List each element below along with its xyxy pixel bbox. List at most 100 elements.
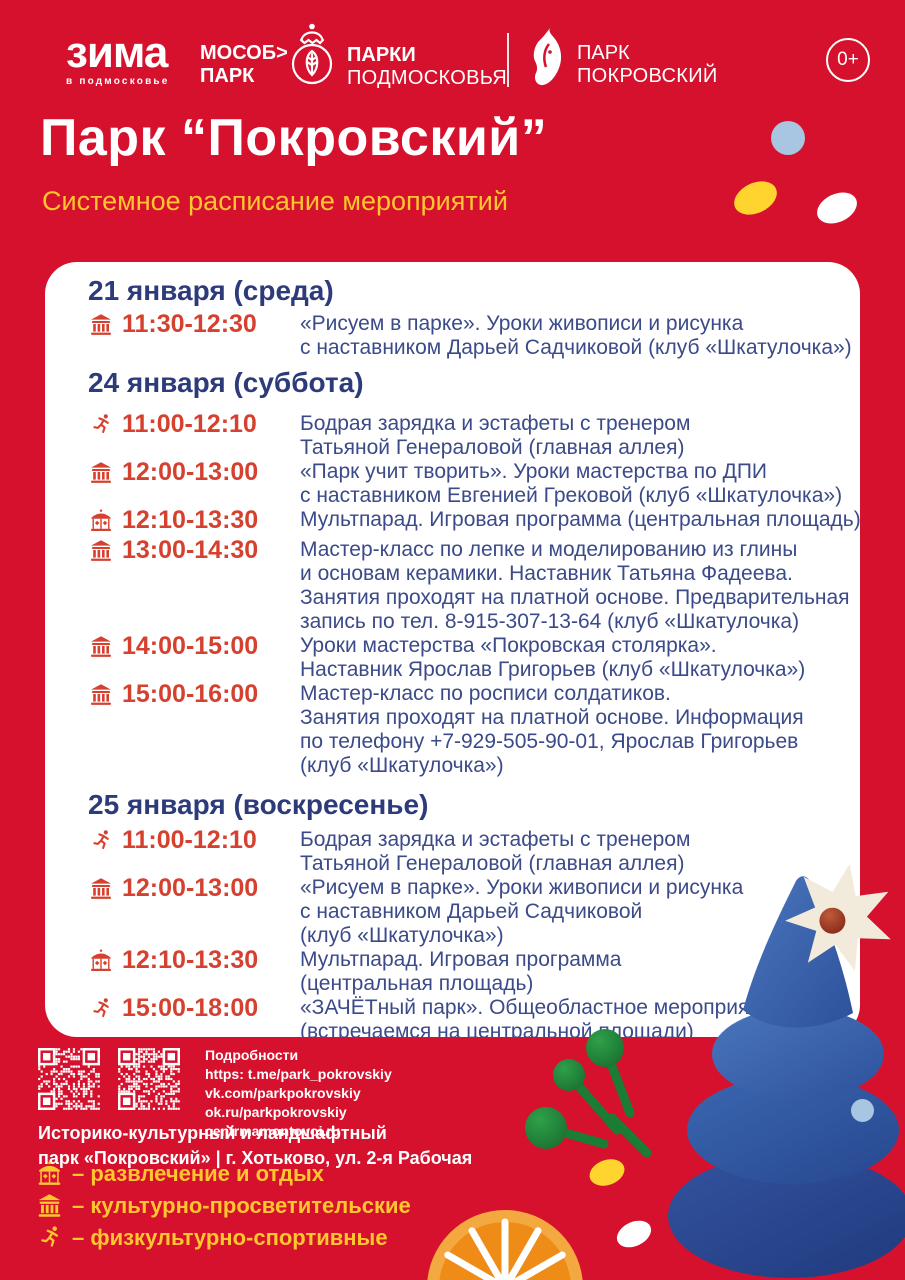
event-row: 12:10-13:30 Мультпарад. Игровая программа…	[88, 506, 860, 538]
runner-icon	[88, 829, 114, 853]
event-description: Бодрая зарядка и эстафеты с тренером Тать…	[300, 412, 690, 460]
event-row: 12:00-13:00 «Парк учит творить». Уроки ма…	[88, 460, 842, 508]
event-description-line: Мастер-класс по росписи солдатиков.	[300, 682, 671, 705]
mosobpark-logo-line1: МОСОБ>	[200, 42, 288, 64]
event-icon-cell	[88, 508, 122, 538]
museum-icon	[88, 877, 114, 901]
event-time: 12:10-13:30	[122, 506, 259, 534]
detail-link: ok.ru/parkpokrovskiy	[205, 1104, 347, 1120]
carousel-icon	[88, 509, 114, 533]
links-list: https: t.me/park_pokrovskiy vk.com/parkpo…	[205, 1065, 392, 1141]
park-logo-line1: ПАРК	[577, 42, 630, 64]
event-description: Мастер-класс по лепке и моделированию из…	[300, 538, 850, 634]
event-icon-cell	[88, 996, 122, 1026]
event-time: 15:00-18:00	[122, 994, 259, 1022]
parki-logo-line2: ПОДМОСКОВЬЯ	[347, 67, 507, 89]
event-description-line: Занятия проходят на платной основе. Пред…	[300, 586, 850, 609]
event-row: 14:00-15:00 Уроки мастерства «Покровская …	[88, 634, 842, 682]
confetti-dot-white-small	[612, 1215, 656, 1253]
leaf-hat-icon	[286, 22, 338, 90]
legend-label: – культурно-просветительские	[72, 1193, 411, 1218]
event-description: «Рисуем в парке». Уроки живописи и рисун…	[300, 876, 743, 948]
event-icon-cell	[88, 948, 122, 978]
event-time: 15:00-16:00	[122, 680, 259, 708]
park-pokrovskiy-logo: ПАРК ПОКРОВСКИЙ	[528, 26, 718, 88]
event-icon-cell	[88, 634, 122, 664]
event-time: 11:30-12:30	[122, 310, 257, 338]
zima-logo-word: зима	[66, 28, 168, 77]
schedule-section: 24 января (суббота) 11:00-12:10 Бодрая зар…	[88, 367, 860, 778]
tree-star	[785, 863, 891, 971]
event-icon-cell	[88, 876, 122, 906]
event-time: 12:00-13:00	[122, 458, 259, 486]
event-icon-cell	[88, 538, 122, 568]
section-date: 25 января (воскресенье)	[88, 789, 429, 820]
event-time: 11:00-12:10	[122, 826, 257, 854]
event-icon-cell	[88, 312, 122, 342]
event-description-line: и основам керамики. Наставник Татьяна Фа…	[300, 562, 793, 585]
event-description-line: с наставником Дарьей Садчиковой	[300, 900, 643, 923]
event-description-line: (центральная площадь)	[300, 972, 534, 995]
page-subtitle: Системное расписание мероприятий	[42, 186, 508, 216]
event-time: 14:00-15:00	[122, 632, 259, 660]
orange-slice-decoration	[427, 1210, 583, 1280]
museum-icon	[88, 635, 114, 659]
museum-icon	[36, 1193, 63, 1219]
event-description-line: Татьяной Генераловой (главная аллея)	[300, 436, 685, 459]
knitted-tree-decoration	[668, 863, 905, 1278]
event-description-line: «Рисуем в парке». Уроки живописи и рисун…	[300, 312, 744, 335]
event-row: 11:00-12:10 Бодрая зарядка и эстафеты с т…	[88, 412, 842, 460]
legend-label: – развлечение и отдых	[72, 1161, 325, 1186]
event-description: «Парк учит творить». Уроки мастерства по…	[300, 460, 842, 508]
legend-row: – физкультурно-спортивные	[36, 1222, 411, 1254]
section-date: 24 января (суббота)	[88, 367, 364, 398]
mosobpark-logo-line2: ПАРК	[200, 65, 255, 87]
parki-logo-line1: ПАРКИ	[347, 44, 416, 66]
museum-icon	[88, 461, 114, 485]
event-description-line: запись по тел. 8-915-307-13-64 (клуб «Шк…	[300, 610, 800, 633]
event-description-line: Мультпарад. Игровая программа	[300, 948, 622, 971]
event-description-line: «ЗАЧЁТный парк». Общеобластное мероприят…	[300, 996, 783, 1019]
parki-podmoskovya-logo: ПАРКИ ПОДМОСКОВЬЯ	[286, 22, 507, 90]
event-description-line: Бодрая зарядка и эстафеты с тренером	[300, 412, 691, 435]
event-description-line: (клуб «Шкатулочка»)	[300, 924, 504, 947]
event-description: Мультпарад. Игровая программа (центральна…	[300, 948, 622, 996]
event-time: 12:10-13:30	[122, 946, 259, 974]
page-title: Парк “Покровский”	[40, 109, 548, 167]
legend-row: – развлечение и отдых	[36, 1158, 411, 1190]
address-line1: Историко-культурный и ландшафтный	[38, 1123, 387, 1143]
event-description: Уроки мастерства «Покровская столярка». Н…	[300, 634, 805, 682]
event-description-line: с наставником Дарьей Садчиковой (клуб «Ш…	[300, 336, 852, 359]
age-rating-badge: 0+	[826, 38, 870, 82]
event-row: 11:30-12:30 «Рисуем в парке». Уроки живоп…	[88, 310, 852, 360]
qr-code-1	[38, 1048, 100, 1110]
museum-icon	[88, 313, 114, 337]
confetti-dot-blue	[771, 121, 805, 155]
event-description-line: по телефону +7-929-505-90-01, Ярослав Гр…	[300, 730, 799, 753]
schedule-card: 21 января (среда) 11:30-12:30 «Рисуем в па…	[45, 262, 860, 1037]
event-row: 15:00-16:00 Мастер-класс по росписи солда…	[88, 682, 842, 778]
runner-icon	[36, 1225, 63, 1251]
event-icon-cell	[88, 828, 122, 858]
confetti-dot-white	[812, 186, 862, 230]
detail-link: https: t.me/park_pokrovskiy	[205, 1066, 392, 1082]
event-time: 12:00-13:00	[122, 874, 259, 902]
address-line2: парк «Покровский» | г. Хотьково, ул. 2-я…	[38, 1148, 473, 1168]
details-block: Подробности https: t.me/park_pokrovskiy v…	[205, 1046, 392, 1141]
event-row: 12:00-13:00 «Рисуем в парке». Уроки живоп…	[88, 876, 842, 948]
event-description-line: Занятия проходят на платной основе. Инфо…	[300, 706, 804, 729]
schedule-section: 25 января (воскресенье) 11:00-12:10 Бодрая…	[88, 789, 842, 1038]
zima-logo-sub: в подмосковье	[66, 76, 170, 87]
park-address: Историко-культурный и ландшафтный парк «…	[38, 1121, 472, 1171]
event-description-line: с наставником Евгенией Грековой (клуб «Ш…	[300, 484, 843, 507]
event-icon-cell	[88, 682, 122, 712]
event-description: «Рисуем в парке». Уроки живописи и рисун…	[300, 312, 852, 360]
event-icon-cell	[88, 460, 122, 490]
carousel-icon	[36, 1161, 63, 1187]
event-time: 13:00-14:30	[122, 536, 259, 564]
event-description-line: «Рисуем в парке». Уроки живописи и рисун…	[300, 876, 744, 899]
event-description-line: Мастер-класс по лепке и моделированию из…	[300, 538, 798, 561]
event-description-line: Наставник Ярослав Григорьев (клуб «Шкату…	[300, 658, 806, 681]
detail-link: vk.com/parkpokrovskiy	[205, 1085, 361, 1101]
